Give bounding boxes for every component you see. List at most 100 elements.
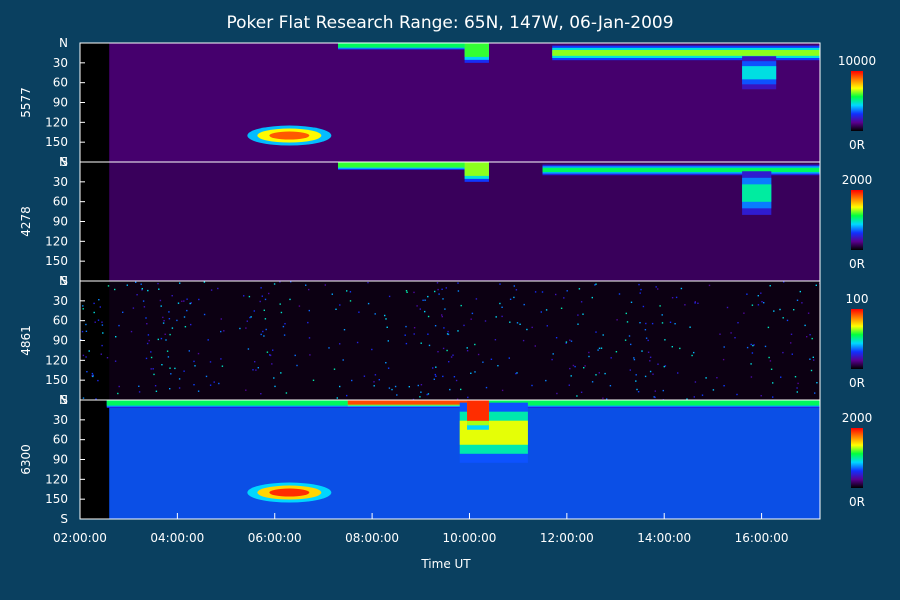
noise-speck bbox=[82, 397, 85, 399]
noise-speck bbox=[594, 284, 596, 286]
noise-speck bbox=[141, 289, 143, 291]
noise-speck bbox=[166, 350, 169, 352]
noise-speck bbox=[701, 394, 704, 396]
noise-speck bbox=[578, 288, 581, 290]
noise-speck bbox=[371, 348, 373, 351]
noise-speck bbox=[140, 283, 142, 285]
noise-speck bbox=[639, 322, 641, 324]
noise-speck bbox=[264, 298, 267, 301]
noise-speck bbox=[167, 356, 170, 358]
noise-speck bbox=[367, 302, 370, 305]
noise-speck bbox=[633, 357, 635, 359]
noise-speck bbox=[807, 312, 810, 314]
noise-speck bbox=[624, 339, 627, 341]
noise-speck bbox=[780, 376, 782, 378]
panel-image bbox=[80, 162, 820, 281]
emission-band bbox=[467, 400, 489, 421]
noise-speck bbox=[534, 345, 536, 347]
noise-speck bbox=[384, 314, 386, 317]
noise-speck bbox=[640, 288, 642, 291]
noise-speck bbox=[147, 334, 150, 336]
noise-speck bbox=[186, 309, 188, 312]
noise-speck bbox=[252, 369, 254, 371]
noise-speck bbox=[99, 306, 101, 308]
noise-speck bbox=[750, 343, 752, 346]
noise-speck bbox=[513, 296, 515, 299]
noise-speck bbox=[697, 302, 699, 304]
noise-speck bbox=[708, 284, 711, 287]
noise-speck bbox=[652, 373, 654, 375]
noise-speck bbox=[654, 390, 656, 392]
noise-speck bbox=[106, 357, 109, 359]
panel-label: 5577 bbox=[19, 87, 33, 118]
noise-speck bbox=[791, 353, 793, 355]
noise-speck bbox=[209, 384, 212, 386]
noise-speck bbox=[734, 337, 736, 339]
noise-speck bbox=[477, 353, 480, 356]
noise-speck bbox=[664, 365, 667, 367]
noise-speck bbox=[101, 344, 103, 347]
noise-speck bbox=[264, 318, 267, 320]
noise-speck bbox=[556, 392, 558, 395]
noise-speck bbox=[171, 327, 174, 329]
noise-speck bbox=[218, 382, 220, 385]
colorbar-min-label: 0R bbox=[849, 376, 865, 390]
noise-speck bbox=[719, 333, 721, 335]
noise-speck bbox=[516, 322, 519, 324]
noise-speck bbox=[91, 372, 94, 375]
noise-speck bbox=[279, 303, 281, 305]
noise-speck bbox=[183, 316, 186, 318]
noise-speck bbox=[273, 377, 275, 379]
x-tick-label: 12:00:00 bbox=[540, 531, 594, 545]
noise-speck bbox=[198, 298, 200, 301]
emission-band bbox=[552, 50, 820, 56]
noise-speck bbox=[413, 333, 415, 335]
noise-speck bbox=[157, 282, 159, 285]
noise-speck bbox=[438, 293, 440, 295]
noise-speck bbox=[427, 333, 429, 335]
noise-speck bbox=[333, 368, 336, 370]
noise-speck bbox=[810, 369, 813, 372]
noise-speck bbox=[474, 371, 476, 373]
panel-image bbox=[80, 400, 820, 519]
noise-speck bbox=[680, 287, 683, 290]
emission-band bbox=[542, 167, 820, 173]
noise-speck bbox=[555, 293, 557, 296]
noise-speck bbox=[768, 356, 770, 359]
noise-speck bbox=[797, 382, 799, 385]
noise-speck bbox=[210, 289, 213, 291]
noise-speck bbox=[245, 389, 247, 391]
noise-speck bbox=[146, 342, 149, 345]
noise-speck bbox=[420, 342, 422, 344]
noise-speck bbox=[637, 391, 640, 393]
noise-speck bbox=[628, 335, 631, 337]
noise-speck bbox=[259, 300, 261, 303]
panel-image bbox=[80, 43, 820, 162]
noise-speck bbox=[649, 356, 652, 358]
y-tick-label: N bbox=[59, 274, 68, 288]
noise-speck bbox=[659, 305, 661, 307]
noise-speck bbox=[446, 333, 449, 335]
noise-speck bbox=[767, 326, 770, 329]
noise-speck bbox=[114, 360, 117, 362]
noise-speck bbox=[770, 368, 773, 370]
noise-speck bbox=[279, 281, 281, 283]
panel-6300: N 30 60 90 120 150 S 6300 2000 0R bbox=[19, 393, 872, 526]
noise-speck bbox=[351, 379, 353, 382]
y-tick-label: 60 bbox=[53, 433, 68, 447]
noise-speck bbox=[413, 327, 416, 329]
noise-speck bbox=[138, 385, 140, 387]
noise-speck bbox=[442, 347, 445, 350]
noise-speck bbox=[328, 347, 330, 349]
emission-spot-core bbox=[269, 131, 310, 140]
panel-4278: N 30 60 90 120 150 S 4278 2000 0R bbox=[19, 155, 872, 288]
noise-speck bbox=[94, 321, 96, 323]
noise-speck bbox=[790, 342, 792, 344]
noise-speck bbox=[736, 393, 738, 396]
noise-speck bbox=[209, 361, 212, 363]
noise-speck bbox=[677, 372, 679, 374]
noise-speck bbox=[130, 330, 133, 333]
noise-speck bbox=[452, 354, 454, 356]
noise-speck bbox=[509, 298, 512, 300]
